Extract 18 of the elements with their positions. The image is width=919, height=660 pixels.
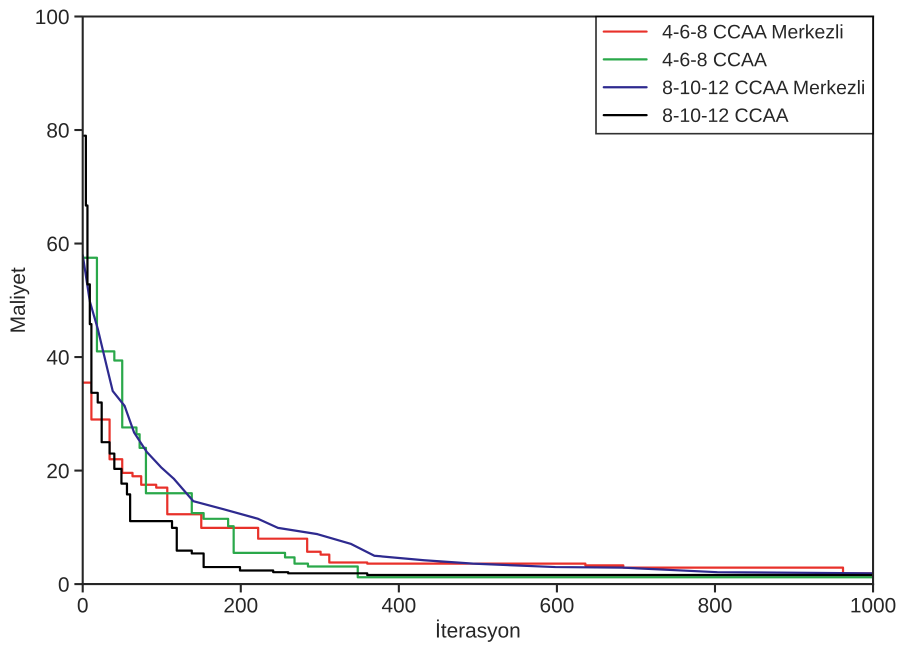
y-tick-label: 20 xyxy=(47,464,69,478)
x-tick-label: 200 xyxy=(224,598,258,613)
y-tick-label: 100 xyxy=(36,10,69,24)
x-tick-label: 400 xyxy=(382,598,416,613)
y-tick-label: 60 xyxy=(47,236,69,252)
y-axis-title: Maliyet xyxy=(10,267,30,332)
x-tick-label: 800 xyxy=(698,598,732,613)
x-tick-label: 0 xyxy=(78,598,88,613)
y-tick-label: 40 xyxy=(46,350,69,365)
x-tick-label: 1000 xyxy=(851,598,896,613)
legend-label: 8-10-12 CCAA Merkezli xyxy=(662,80,864,94)
x-tick-label: 600 xyxy=(540,598,574,613)
x-axis-title: İterasyon xyxy=(436,619,520,642)
legend-label: 8-10-12 CCAA xyxy=(662,108,789,122)
y-tick-label: 0 xyxy=(58,577,69,592)
legend-label: 4-6-8 CCAA Merkezli xyxy=(662,24,842,39)
y-tick-label: 80 xyxy=(47,123,69,138)
legend-label: 4-6-8 CCAA xyxy=(662,52,767,66)
